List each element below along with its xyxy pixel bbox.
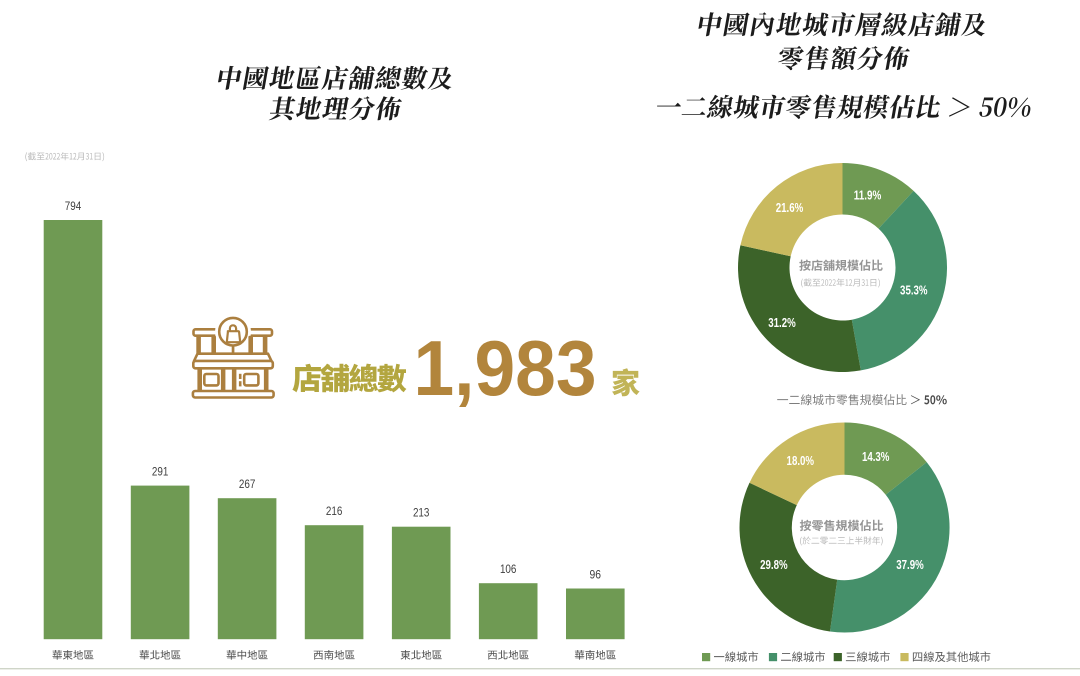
- svg-text:14.3%: 14.3%: [862, 449, 890, 464]
- svg-text:37.9%: 37.9%: [896, 557, 924, 572]
- svg-text:35.3%: 35.3%: [900, 283, 928, 298]
- svg-text:21.6%: 21.6%: [776, 200, 804, 215]
- svg-text:29.8%: 29.8%: [760, 557, 788, 572]
- svg-text:291: 291: [152, 465, 169, 479]
- svg-text:18.0%: 18.0%: [787, 453, 815, 468]
- svg-text:106: 106: [500, 562, 517, 576]
- svg-text:31.2%: 31.2%: [768, 315, 796, 330]
- svg-text:794: 794: [65, 199, 82, 213]
- svg-text:1,983: 1,983: [414, 324, 597, 412]
- svg-text:216: 216: [326, 504, 343, 518]
- svg-text:11.9%: 11.9%: [854, 188, 882, 203]
- svg-text:213: 213: [413, 506, 430, 520]
- svg-text:96: 96: [590, 567, 602, 581]
- svg-text:267: 267: [239, 477, 256, 491]
